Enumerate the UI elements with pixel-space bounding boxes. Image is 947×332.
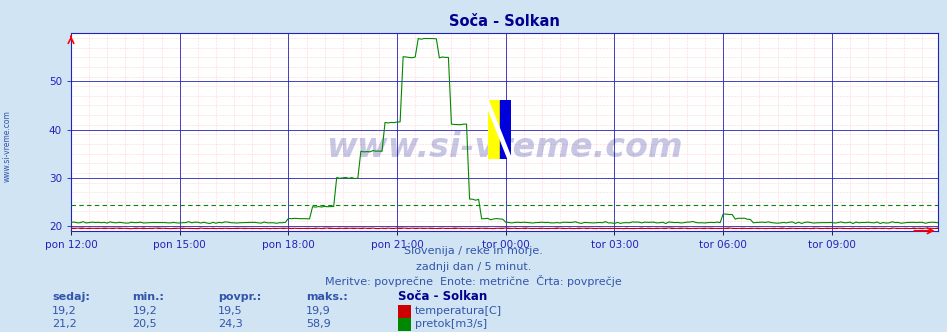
Text: temperatura[C]: temperatura[C] [415,306,502,316]
Text: 20,5: 20,5 [133,319,157,329]
Text: www.si-vreme.com: www.si-vreme.com [3,110,12,182]
Text: 58,9: 58,9 [306,319,331,329]
Text: 21,2: 21,2 [52,319,77,329]
Text: 19,2: 19,2 [52,306,77,316]
Text: Soča - Solkan: Soča - Solkan [398,290,487,303]
Text: zadnji dan / 5 minut.: zadnji dan / 5 minut. [416,262,531,272]
Text: Slovenija / reke in morje.: Slovenija / reke in morje. [404,246,543,256]
Text: Meritve: povprečne  Enote: metrične  Črta: povprečje: Meritve: povprečne Enote: metrične Črta:… [325,275,622,287]
Text: www.si-vreme.com: www.si-vreme.com [326,131,683,164]
Text: maks.:: maks.: [306,292,348,302]
Text: min.:: min.: [133,292,165,302]
Text: 19,2: 19,2 [133,306,157,316]
Text: 19,5: 19,5 [218,306,242,316]
Polygon shape [488,100,500,159]
Text: 19,9: 19,9 [306,306,331,316]
Text: povpr.:: povpr.: [218,292,261,302]
Title: Soča - Solkan: Soča - Solkan [449,14,560,29]
Text: sedaj:: sedaj: [52,292,90,302]
Text: pretok[m3/s]: pretok[m3/s] [415,319,487,329]
Text: 24,3: 24,3 [218,319,242,329]
Polygon shape [500,100,511,159]
